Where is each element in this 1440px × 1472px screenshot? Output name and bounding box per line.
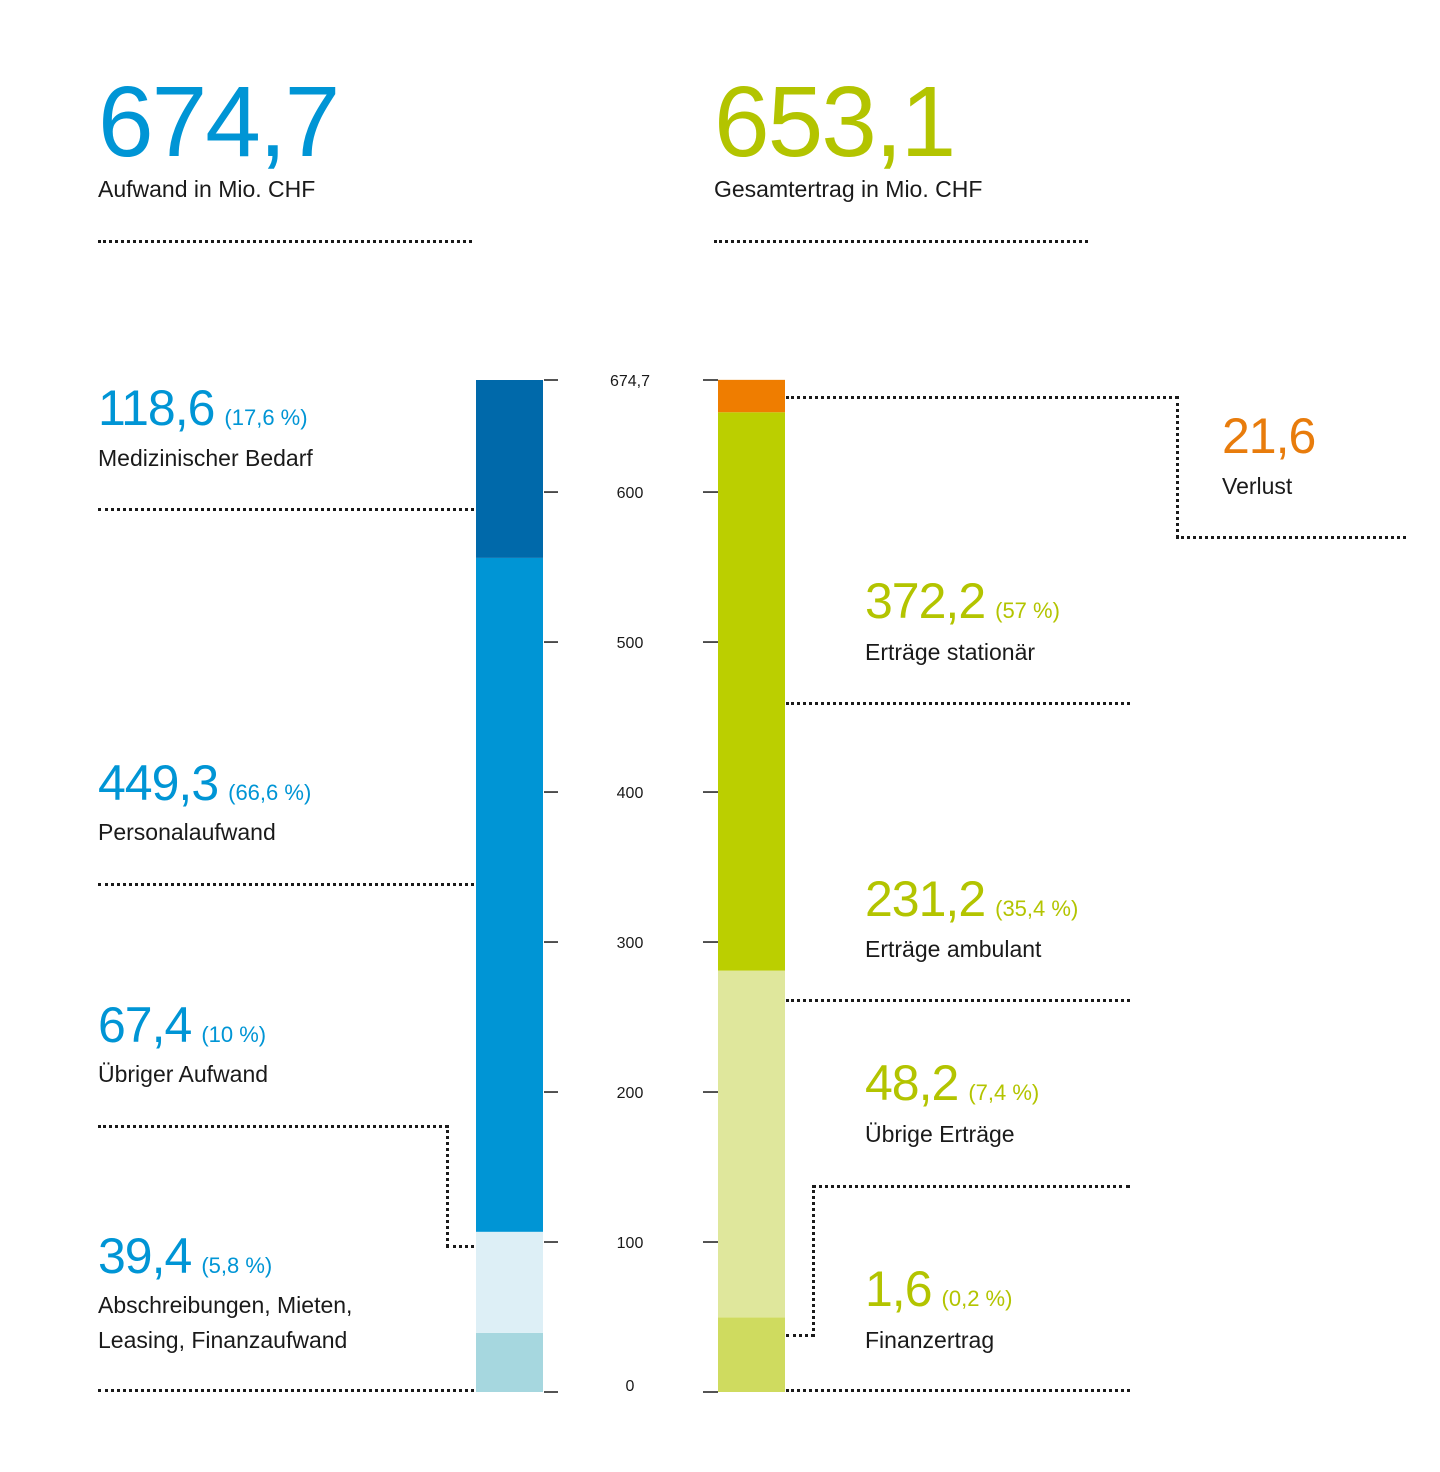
bar-segment-ertrag-1 xyxy=(718,970,785,1318)
income-uebrige-value: 48,2 (7,4 %) xyxy=(865,1058,1039,1108)
y-tick-label: 0 xyxy=(626,1378,635,1395)
expense-total: 674,7 xyxy=(98,66,340,178)
expense-abschreib-label-line2: Leasing, Finanzaufwand xyxy=(98,1327,348,1353)
income-ambulant-leader xyxy=(786,999,1130,1002)
income-uebrige-leader-vertical xyxy=(812,1185,815,1337)
income-stationaer-value: 372,2 (57 %) xyxy=(865,576,1060,626)
income-ambulant-amount: 231,2 xyxy=(865,871,986,927)
expense-header-divider xyxy=(98,240,472,243)
y-tick-label: 674,7 xyxy=(610,373,650,390)
income-verlust-leader xyxy=(786,396,1178,399)
income-stationaer-pct: (57 %) xyxy=(995,598,1060,623)
y-tick-label: 500 xyxy=(617,635,644,652)
y-tick-label: 200 xyxy=(617,1085,644,1102)
expense-personal-value: 449,3 (66,6 %) xyxy=(98,758,311,808)
expense-uebriger-value: 67,4 (10 %) xyxy=(98,1000,266,1050)
income-uebrige-leader xyxy=(812,1185,1130,1188)
income-finanz-leader xyxy=(786,1389,1130,1392)
bar-segment-ertrag-2 xyxy=(718,412,785,971)
expense-medizin-leader xyxy=(98,508,474,511)
income-total: 653,1 xyxy=(714,66,956,178)
income-total-label: Gesamtertrag in Mio. CHF xyxy=(714,176,983,202)
bar-segment-aufwand-2 xyxy=(476,557,543,1232)
expense-uebriger-amount: 67,4 xyxy=(98,997,192,1053)
income-stationaer-amount: 372,2 xyxy=(865,573,986,629)
expense-personal-leader xyxy=(98,883,474,886)
expense-medizin-label: Medizinischer Bedarf xyxy=(98,445,313,471)
expense-abschreib-amount: 39,4 xyxy=(98,1228,192,1284)
expense-medizin-amount: 118,6 xyxy=(98,380,215,436)
expense-uebriger-label: Übriger Aufwand xyxy=(98,1061,269,1087)
bar-segment-aufwand-0 xyxy=(476,1332,543,1392)
income-finanz-pct: (0,2 %) xyxy=(941,1286,1013,1311)
expense-uebriger-pct: (10 %) xyxy=(201,1022,267,1047)
bar-segment-ertrag-0 xyxy=(718,1317,785,1392)
expense-personal-pct: (66,6 %) xyxy=(228,780,312,805)
income-finanz-value: 1,6 (0,2 %) xyxy=(865,1264,1012,1314)
income-verlust-label: Verlust xyxy=(1222,473,1293,499)
income-uebrige-pct: (7,4 %) xyxy=(968,1080,1040,1105)
y-tick-label: 300 xyxy=(617,935,644,952)
expense-abschreib-value: 39,4 (5,8 %) xyxy=(98,1231,272,1281)
income-header-divider xyxy=(714,240,1088,243)
income-verlust-leader-end xyxy=(1176,536,1406,539)
expense-abschreib-pct: (5,8 %) xyxy=(201,1253,273,1278)
income-ambulant-value: 231,2 (35,4 %) xyxy=(865,874,1078,924)
expense-uebriger-leader-end xyxy=(446,1245,474,1248)
expense-abschreib-leader xyxy=(98,1389,474,1392)
income-ambulant-label: Erträge ambulant xyxy=(865,936,1042,962)
income-ambulant-pct: (35,4 %) xyxy=(995,896,1079,921)
expense-total-label: Aufwand in Mio. CHF xyxy=(98,176,316,202)
bar-segment-aufwand-1 xyxy=(476,1231,543,1333)
income-uebrige-amount: 48,2 xyxy=(865,1055,959,1111)
expense-abschreib-label: Abschreibungen, Mieten, xyxy=(98,1292,353,1318)
income-uebrige-label: Übrige Erträge xyxy=(865,1121,1015,1147)
y-tick-label: 400 xyxy=(617,785,644,802)
expense-medizin-pct: (17,6 %) xyxy=(224,405,308,430)
income-verlust-leader-vertical xyxy=(1176,396,1179,538)
income-finanz-amount: 1,6 xyxy=(865,1261,933,1317)
income-stationaer-leader xyxy=(786,702,1130,705)
bar-segment-ertrag-3 xyxy=(718,379,785,413)
expense-uebriger-leader xyxy=(98,1125,448,1128)
expense-personal-amount: 449,3 xyxy=(98,755,219,811)
income-finanz-label: Finanzertrag xyxy=(865,1327,995,1353)
y-tick-label: 100 xyxy=(617,1235,644,1252)
income-stationaer-label: Erträge stationär xyxy=(865,639,1036,665)
expense-medizin-value: 118,6 (17,6 %) xyxy=(98,383,308,433)
expense-personal-label: Personalaufwand xyxy=(98,819,276,845)
income-uebrige-leader-end xyxy=(786,1334,814,1337)
expense-uebriger-leader-vertical xyxy=(446,1125,449,1247)
bar-segment-aufwand-3 xyxy=(476,380,543,558)
income-verlust-value: 21,6 xyxy=(1222,408,1316,464)
y-tick-label: 600 xyxy=(617,485,644,502)
